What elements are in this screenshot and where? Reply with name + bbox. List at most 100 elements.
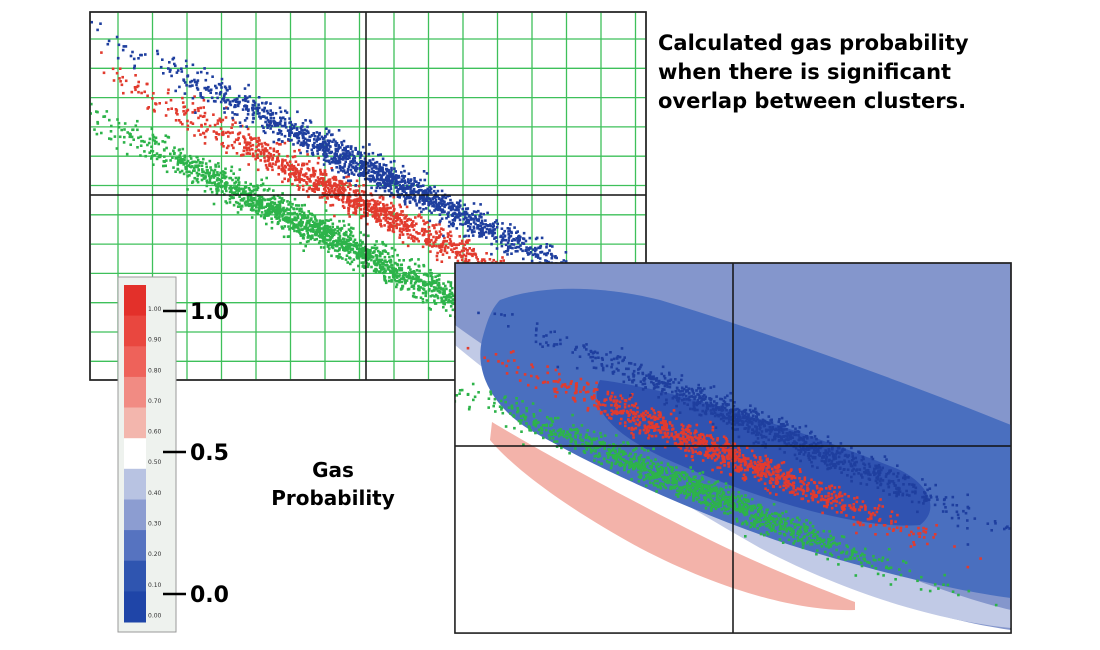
scatter-point: [357, 251, 361, 254]
scatter-point: [393, 175, 397, 178]
scatter-point: [250, 199, 254, 203]
scatter-point: [273, 209, 277, 212]
scatter-point: [186, 124, 190, 128]
scatter-point: [513, 226, 516, 229]
scatter-point: [254, 107, 257, 110]
scatter-point: [266, 143, 270, 147]
scatter-point: [379, 254, 382, 258]
scatter-point: [458, 235, 461, 238]
scatter-point: [451, 298, 455, 302]
scatter-point: [337, 161, 340, 165]
scatter-point: [255, 140, 258, 143]
scatter-point: [294, 218, 297, 222]
scatter-point: [401, 274, 405, 278]
scatter-point: [202, 99, 206, 102]
scatter-point: [257, 103, 260, 106]
scatter-point: [382, 163, 386, 166]
scatter-point: [207, 89, 211, 92]
scatter-point: [418, 206, 422, 210]
scatter-point: [343, 165, 346, 168]
scatter-point: [209, 88, 213, 92]
scatter-point: [660, 470, 663, 473]
scatter-point: [150, 145, 153, 149]
scatter-point: [695, 498, 699, 501]
scatter-point: [139, 144, 143, 147]
scatter-point: [215, 137, 218, 141]
scatter-point: [278, 211, 281, 214]
scatter-point: [466, 393, 470, 396]
scatter-point: [121, 75, 124, 79]
scatter-point: [335, 153, 338, 156]
scatter-point: [359, 151, 362, 155]
scatter-point: [759, 507, 762, 511]
scatter-point: [442, 288, 445, 291]
scatter-point: [443, 200, 446, 204]
scatter-point: [583, 451, 587, 454]
scatter-point: [393, 207, 396, 211]
scatter-point: [201, 168, 204, 171]
scatter-point: [535, 253, 539, 256]
scatter-point: [389, 179, 393, 183]
scatter-point: [337, 129, 341, 132]
scatter-point: [409, 190, 412, 193]
scatter-point: [464, 260, 467, 263]
scatter-point: [252, 208, 255, 212]
scatter-point: [300, 223, 304, 227]
scatter-point: [362, 202, 366, 205]
scatter-point: [387, 279, 391, 283]
scatter-point: [810, 539, 814, 542]
scatter-point: [43, 47, 46, 50]
scatter-point: [233, 182, 236, 185]
scatter-point: [248, 95, 252, 98]
scatter-point: [299, 169, 302, 173]
scatter-point: [818, 537, 822, 540]
scatter-point: [400, 267, 404, 270]
scatter-point: [122, 141, 126, 144]
scatter-point: [356, 197, 359, 201]
scatter-point: [641, 458, 644, 461]
scatter-point: [331, 168, 334, 172]
scatter-point: [524, 249, 527, 252]
scatter-point: [439, 233, 443, 236]
scatter-point: [300, 128, 303, 132]
scatter-point: [474, 216, 477, 220]
scatter-point: [316, 188, 319, 191]
scatter-point: [343, 187, 346, 190]
scatter-point: [467, 252, 471, 256]
scatter-point: [401, 233, 405, 236]
scatter-point: [870, 564, 874, 568]
scatter-point: [305, 229, 309, 233]
scatter-point: [194, 165, 197, 168]
scatter-point: [357, 264, 360, 268]
scatter-point: [276, 207, 279, 211]
scatter-point: [412, 228, 416, 232]
scatter-point: [417, 182, 421, 185]
scatter-point: [341, 237, 345, 240]
scatter-point: [314, 169, 317, 173]
scatter-point: [482, 231, 485, 235]
scatter-point: [706, 503, 710, 507]
scatter-point: [373, 180, 376, 183]
scatter-point: [294, 178, 297, 182]
scatter-point: [428, 282, 432, 286]
scatter-point: [328, 225, 332, 229]
scatter-point: [651, 481, 655, 485]
scatter-point: [325, 143, 329, 146]
scatter-point: [540, 236, 544, 240]
scatter-point: [254, 157, 257, 161]
scatter-point: [193, 80, 197, 84]
scatter-point: [359, 251, 363, 255]
scatter-point: [438, 274, 441, 277]
scatter-point: [175, 71, 179, 74]
scatter-point: [783, 521, 787, 525]
scatter-point: [876, 572, 880, 576]
scatter-point: [378, 209, 381, 213]
scatter-point: [539, 251, 542, 254]
scatter-point: [368, 199, 371, 203]
scatter-point: [487, 232, 491, 235]
scatter-point: [383, 224, 386, 227]
scatter-point: [556, 416, 560, 420]
scatter-point: [246, 141, 249, 144]
scatter-point: [333, 249, 337, 252]
scatter-point: [303, 203, 306, 207]
